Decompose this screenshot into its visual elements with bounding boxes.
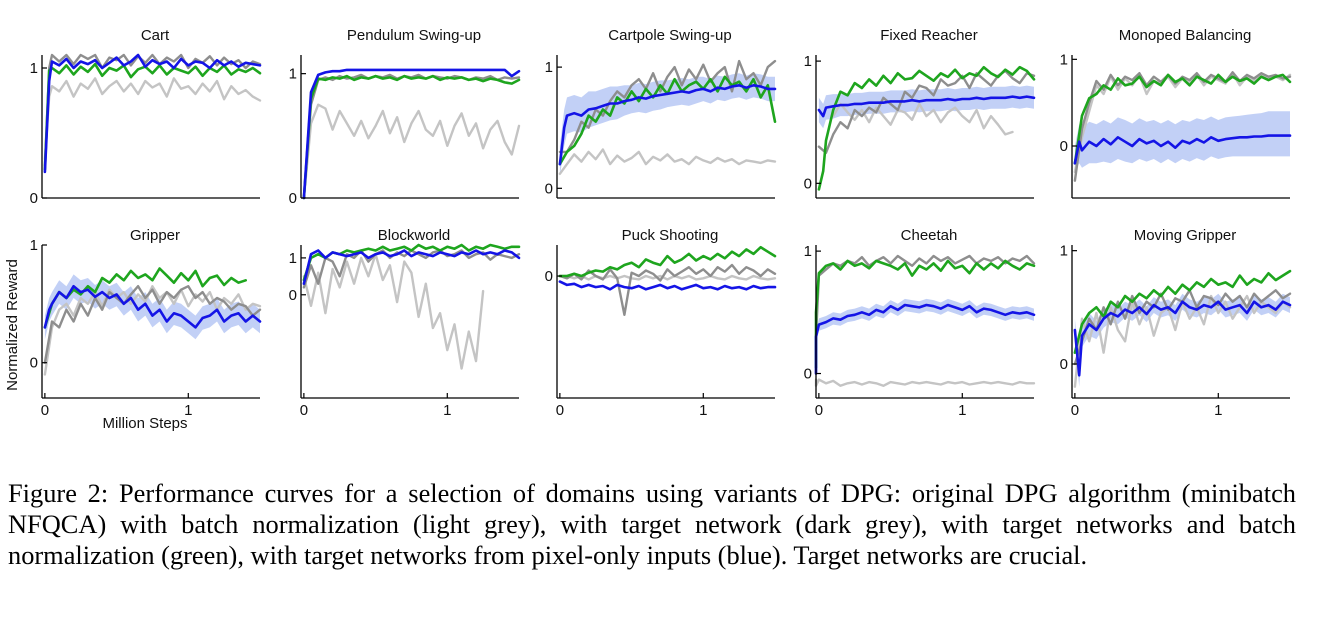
series-line-light-grey bbox=[302, 253, 485, 370]
panel-title: Cart bbox=[141, 27, 170, 44]
y-tick-label: 0 bbox=[1060, 356, 1068, 373]
y-tick-label: 0 bbox=[545, 180, 553, 197]
panel-cart: Cart 0 1 bbox=[30, 27, 262, 207]
series-line-green bbox=[1073, 73, 1292, 165]
x-axis-label: Million Steps bbox=[102, 415, 187, 432]
y-tick-label: 0 bbox=[289, 190, 297, 207]
series-band-blue bbox=[44, 274, 261, 340]
y-tick-label: 1 bbox=[30, 60, 38, 77]
series-line-light-grey bbox=[558, 274, 777, 281]
series-line-green bbox=[814, 259, 1036, 369]
series-line-green bbox=[43, 267, 247, 329]
panel-moving-gripper: Moving Gripper 0 1 0 1 bbox=[1060, 227, 1292, 419]
panel-title: Moving Gripper bbox=[1134, 227, 1237, 244]
series-line-blue bbox=[1073, 134, 1292, 165]
series-line-light-grey bbox=[814, 378, 1036, 387]
series-line-green bbox=[43, 62, 262, 171]
y-axis-label: Normalized Reward bbox=[4, 259, 21, 391]
series-line-blue bbox=[814, 303, 1036, 375]
series-line-green bbox=[302, 74, 521, 200]
x-tick-label: 1 bbox=[443, 402, 451, 419]
panel-fixed-reacher: Fixed Reacher 0 1 bbox=[804, 27, 1036, 199]
y-tick-label: 1 bbox=[289, 250, 297, 267]
y-tick-label: 1 bbox=[1060, 243, 1068, 260]
y-tick-label: 0 bbox=[804, 175, 812, 192]
panel-cheetah: Cheetah 0 1 0 1 bbox=[804, 227, 1036, 419]
figure-caption: Figure 2: Performance curves for a selec… bbox=[8, 478, 1296, 570]
panel-cartpole-swing-up: Cartpole Swing-up 0 1 bbox=[545, 27, 777, 199]
series-band-blue bbox=[559, 73, 775, 177]
x-tick-label: 1 bbox=[1214, 402, 1222, 419]
series-line-green bbox=[817, 65, 1036, 191]
series-line-blue bbox=[558, 84, 777, 166]
panel-puck-shooting: Puck Shooting 0 0 1 bbox=[545, 227, 777, 419]
series-band-blue bbox=[816, 298, 1034, 380]
series-line-light-grey bbox=[43, 77, 262, 161]
series-line-dark-grey bbox=[814, 254, 1036, 375]
panel-title: Pendulum Swing-up bbox=[347, 27, 481, 44]
x-tick-label: 0 bbox=[1071, 402, 1079, 419]
series-line-light-grey bbox=[302, 103, 521, 200]
x-tick-label: 0 bbox=[41, 402, 49, 419]
x-tick-label: 1 bbox=[699, 402, 707, 419]
y-tick-label: 1 bbox=[1060, 51, 1068, 68]
series-line-blue bbox=[302, 249, 521, 285]
series-band-blue bbox=[818, 85, 1034, 129]
panel-title: Blockworld bbox=[378, 227, 451, 244]
y-tick-label: 1 bbox=[545, 59, 553, 76]
series-line-dark-grey bbox=[43, 53, 262, 167]
series-line-blue bbox=[43, 53, 262, 174]
x-tick-label: 1 bbox=[184, 402, 192, 419]
panel-title: Cheetah bbox=[901, 227, 958, 244]
y-tick-label: 1 bbox=[804, 53, 812, 70]
series-line-dark-grey bbox=[558, 263, 777, 316]
panel-title: Puck Shooting bbox=[622, 227, 719, 244]
series-line-blue bbox=[43, 284, 262, 329]
series-line-light-grey bbox=[558, 148, 777, 175]
y-tick-label: 0 bbox=[1060, 138, 1068, 155]
series-line-light-grey bbox=[43, 285, 262, 376]
panel-title: Cartpole Swing-up bbox=[608, 27, 731, 44]
x-tick-label: 0 bbox=[300, 402, 308, 419]
y-tick-label: 1 bbox=[804, 243, 812, 260]
panel-title: Fixed Reacher bbox=[880, 27, 978, 44]
panel-monoped-balancing: Monoped Balancing 0 1 bbox=[1060, 27, 1292, 199]
series-line-dark-grey bbox=[43, 285, 262, 364]
x-tick-label: 1 bbox=[958, 402, 966, 419]
series-line-green bbox=[1073, 269, 1292, 354]
y-tick-label: 1 bbox=[30, 237, 38, 254]
series-line-blue bbox=[1073, 300, 1292, 377]
y-tick-label: 0 bbox=[804, 366, 812, 383]
y-tick-label: 1 bbox=[289, 66, 297, 83]
panel-blockworld: Blockworld 0 1 0 1 bbox=[289, 227, 521, 419]
series-line-dark-grey bbox=[1073, 71, 1292, 182]
x-tick-label: 0 bbox=[815, 402, 823, 419]
x-tick-label: 0 bbox=[556, 402, 564, 419]
y-tick-label: 0 bbox=[545, 268, 553, 285]
y-tick-label: 0 bbox=[30, 190, 38, 207]
series-line-blue bbox=[302, 68, 521, 200]
series-line-light-grey bbox=[832, 102, 1014, 136]
y-tick-label: 0 bbox=[289, 287, 297, 304]
series-line-green bbox=[558, 245, 777, 278]
panel-gripper: Gripper 0 1 0 1 bbox=[30, 227, 262, 419]
y-tick-label: 0 bbox=[30, 355, 38, 372]
panel-pendulum-swing-up: Pendulum Swing-up 0 1 bbox=[289, 27, 521, 207]
panel-title: Gripper bbox=[130, 227, 180, 244]
series-line-blue bbox=[558, 280, 777, 291]
panel-title: Monoped Balancing bbox=[1119, 27, 1252, 44]
series-line-blue bbox=[817, 95, 1036, 118]
